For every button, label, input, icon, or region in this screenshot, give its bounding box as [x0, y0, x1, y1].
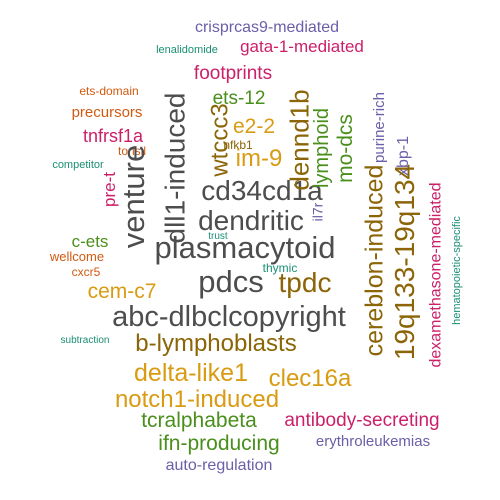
word-trust: trust — [208, 231, 228, 242]
word-erythroleukemias: erythroleukemias — [315, 432, 431, 450]
word-wellcome: wellcome — [49, 248, 105, 264]
word-tcralphabeta: tcralphabeta — [141, 408, 257, 432]
word-footprints: footprints — [193, 62, 273, 84]
word-cd34cd1a: cd34cd1a — [201, 175, 323, 206]
word-abc-dlbclcopyright: abc-dlbclcopyright — [112, 300, 346, 333]
word-thymic: thymic — [262, 261, 298, 275]
word-venture: venture — [116, 144, 152, 248]
word-19q133-19q134: 19q133-19q134 — [388, 163, 420, 361]
word-pre-t: pre-t — [99, 171, 119, 207]
word-antibody-secreting: antibody-secreting — [284, 409, 440, 431]
word-lymphoid: lymphoid — [310, 107, 333, 189]
word-wtccc3: wtccc3 — [206, 103, 234, 177]
word-il7r: il7r — [308, 202, 325, 222]
word-pdcs: pdcs — [198, 263, 264, 299]
word-b-lymphoblasts: b-lymphoblasts — [135, 330, 297, 357]
word-gata-1-mediated: gata-1-mediated — [240, 36, 364, 56]
word-e2-2: e2-2 — [232, 114, 276, 138]
word-cereblon-induced: cereblon-induced — [360, 164, 389, 356]
word-delta-like1: delta-like1 — [134, 358, 248, 387]
word-cxcr5: cxcr5 — [71, 265, 101, 279]
word-tonsil: tonsil — [117, 144, 146, 158]
word-lenalidomide: lenalidomide — [156, 43, 218, 56]
word-ifn-producing: ifn-producing — [158, 431, 280, 455]
word-ets-12: ets-12 — [212, 87, 266, 109]
word-ets-domain: ets-domain — [79, 84, 139, 98]
word-hematopoietic-specific: hematopoietic-specific — [450, 215, 463, 325]
word-auto-regulation: auto-regulation — [165, 457, 273, 474]
word-dendritic: dendritic — [198, 205, 304, 236]
word-nfkb1: nfkb1 — [223, 138, 253, 152]
word-cem-c7: cem-c7 — [87, 279, 157, 303]
word-c-ets: c-ets — [71, 231, 109, 251]
word-tnfrsf1a: tnfrsf1a — [82, 126, 144, 146]
word-plasmacytoid: plasmacytoid — [154, 229, 336, 265]
word-dll1-induced: dll1-induced — [159, 92, 190, 244]
word-dennd1b: dennd1b — [284, 89, 315, 191]
word-precursors: precursors — [71, 103, 143, 121]
word-competitor: competitor — [52, 158, 104, 171]
word-tpdc: tpdc — [278, 267, 332, 298]
word-clec16a: clec16a — [268, 365, 352, 392]
word-crisprcas9-mediated: crisprcas9-mediated — [194, 19, 340, 36]
word-dexamethasone-mediated: dexamethasone-mediated — [427, 182, 445, 368]
word-subtraction: subtraction — [60, 335, 110, 346]
word-notch1-induced: notch1-induced — [114, 386, 280, 413]
word-purine-rich: purine-rich — [370, 91, 388, 163]
word-mo-dcs: mo-dcs — [333, 113, 357, 183]
word-im-9: im-9 — [235, 145, 283, 172]
